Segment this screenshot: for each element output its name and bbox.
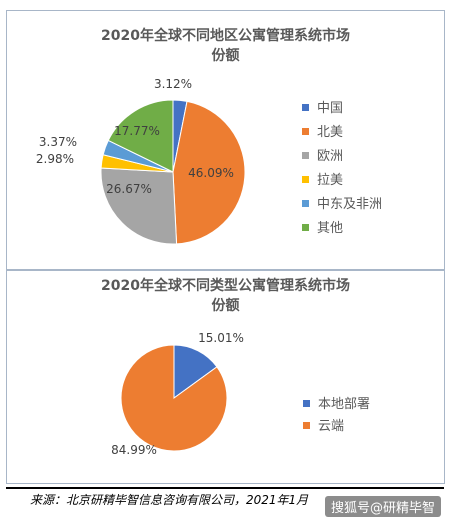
chart-title-type-line2: 份额 bbox=[211, 298, 240, 314]
chart-panel-region: 2020年全球不同地区公寓管理系统市场 份额 3.12% 46.09% 26.67%… bbox=[6, 10, 445, 270]
legend-swatch bbox=[302, 152, 309, 159]
legend-label: 北美 bbox=[317, 125, 343, 140]
data-label: 2.98% bbox=[36, 152, 74, 166]
legend-label: 中东及非洲 bbox=[317, 197, 382, 212]
legend-swatch bbox=[302, 224, 309, 231]
data-label: 3.37% bbox=[39, 135, 77, 149]
legend-label: 中国 bbox=[317, 101, 343, 116]
legend-swatch bbox=[302, 128, 309, 135]
legend-label: 其他 bbox=[317, 221, 343, 236]
source-divider bbox=[6, 487, 444, 489]
pie-slice-2-1 bbox=[173, 344, 218, 399]
legend-label: 本地部署 bbox=[318, 397, 370, 412]
legend-label: 欧洲 bbox=[317, 149, 343, 164]
legend-label: 云端 bbox=[318, 419, 344, 434]
pie-slice-2-2 bbox=[120, 344, 228, 452]
legend-swatch bbox=[302, 200, 309, 207]
source-note: 来源：北京研精毕智信息咨询有限公司，2021年1月 bbox=[30, 493, 309, 507]
legend-swatch bbox=[302, 104, 309, 111]
legend-label: 拉美 bbox=[317, 173, 343, 188]
pie-chart-region: 3.12% 46.09% 26.67% 2.98% 3.37% 17.77% 中国北美欧洲拉… bbox=[36, 77, 382, 245]
data-label: 84.99% bbox=[111, 443, 157, 457]
chart-title-region-line2: 份额 bbox=[211, 48, 240, 64]
data-label: 3.12% bbox=[154, 77, 192, 91]
chart-title-type-line1: 2020年全球不同类型公寓管理系统市场 bbox=[101, 278, 350, 294]
data-label: 15.01% bbox=[198, 331, 244, 345]
data-label: 26.67% bbox=[106, 182, 152, 196]
watermark: 搜狐号@研精毕智 bbox=[324, 496, 441, 517]
legend-swatch bbox=[302, 176, 309, 183]
pie-slice-1-3 bbox=[100, 167, 178, 245]
legend-swatch bbox=[303, 422, 310, 429]
chart-panel-type: 2020年全球不同类型公寓管理系统市场 份额 15.01% 84.99% 本地部署云… bbox=[6, 270, 445, 484]
pie-slice-1-2 bbox=[172, 100, 246, 245]
data-label: 46.09% bbox=[188, 166, 234, 180]
data-label: 17.77% bbox=[114, 124, 160, 138]
chart-title-region-line1: 2020年全球不同地区公寓管理系统市场 bbox=[101, 28, 350, 44]
legend-swatch bbox=[303, 400, 310, 407]
pie-slice-1-6 bbox=[107, 99, 174, 173]
